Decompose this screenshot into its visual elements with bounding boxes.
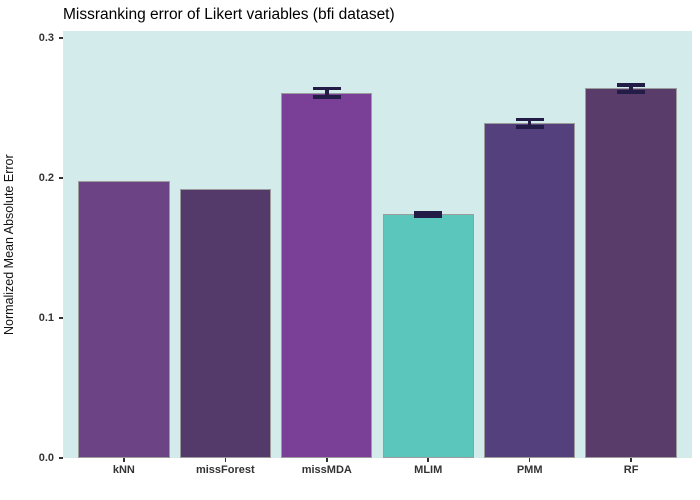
errorbar-cap-RF-top [617,83,646,87]
bar-missMDA [281,92,373,458]
y-tick-0.2 [59,177,63,179]
x-tick-label-missForest: missForest [195,464,255,476]
errorbar-cap-PMM-top [515,117,544,122]
errorbar-cap-missMDA-bottom [312,95,341,99]
y-tick-label-0.3: 0.3 [38,32,54,44]
bar-RF [585,88,677,458]
x-tick-missForest [224,458,227,462]
errorbar-RF [629,85,633,92]
x-tick-label-MLIM: MLIM [414,464,443,476]
x-tick-label-kNN: kNN [112,464,135,476]
y-tick-0.0 [59,457,63,459]
errorbar-PMM [527,119,532,128]
x-tick-RF [630,458,632,462]
y-tick-0.1 [59,317,63,319]
x-tick-label-PMM: PMM [516,464,543,476]
x-tick-missMDA [326,458,328,462]
y-axis-title: Normalized Mean Absolute Error [2,154,16,335]
bar-MLIM [382,214,474,458]
x-tick-PMM [528,458,531,462]
y-tick-label-0.0: 0.0 [38,452,54,464]
y-tick-0.3 [59,37,63,39]
x-tick-label-RF: RF [623,464,639,476]
plot-panel [63,31,692,458]
bar-PMM [484,123,576,458]
x-tick-label-missMDA: missMDA [301,464,352,476]
x-tick-kNN [123,458,125,462]
errorbar-cap-MLIM-bottom [414,214,443,218]
errorbar-cap-PMM-bottom [515,125,544,129]
bar-kNN [78,180,170,458]
errorbar-cap-MLIM-top [414,210,443,215]
errorbar-cap-RF-bottom [617,90,646,94]
y-tick-label-0.2: 0.2 [38,172,54,184]
chart-title: Missranking error of Likert variables (b… [63,6,395,23]
x-tick-MLIM [427,458,429,462]
errorbar-cap-missMDA-top [312,86,341,91]
errorbar-missMDA [325,88,329,97]
bar-missForest [179,189,271,458]
y-tick-label-0.1: 0.1 [38,312,54,324]
